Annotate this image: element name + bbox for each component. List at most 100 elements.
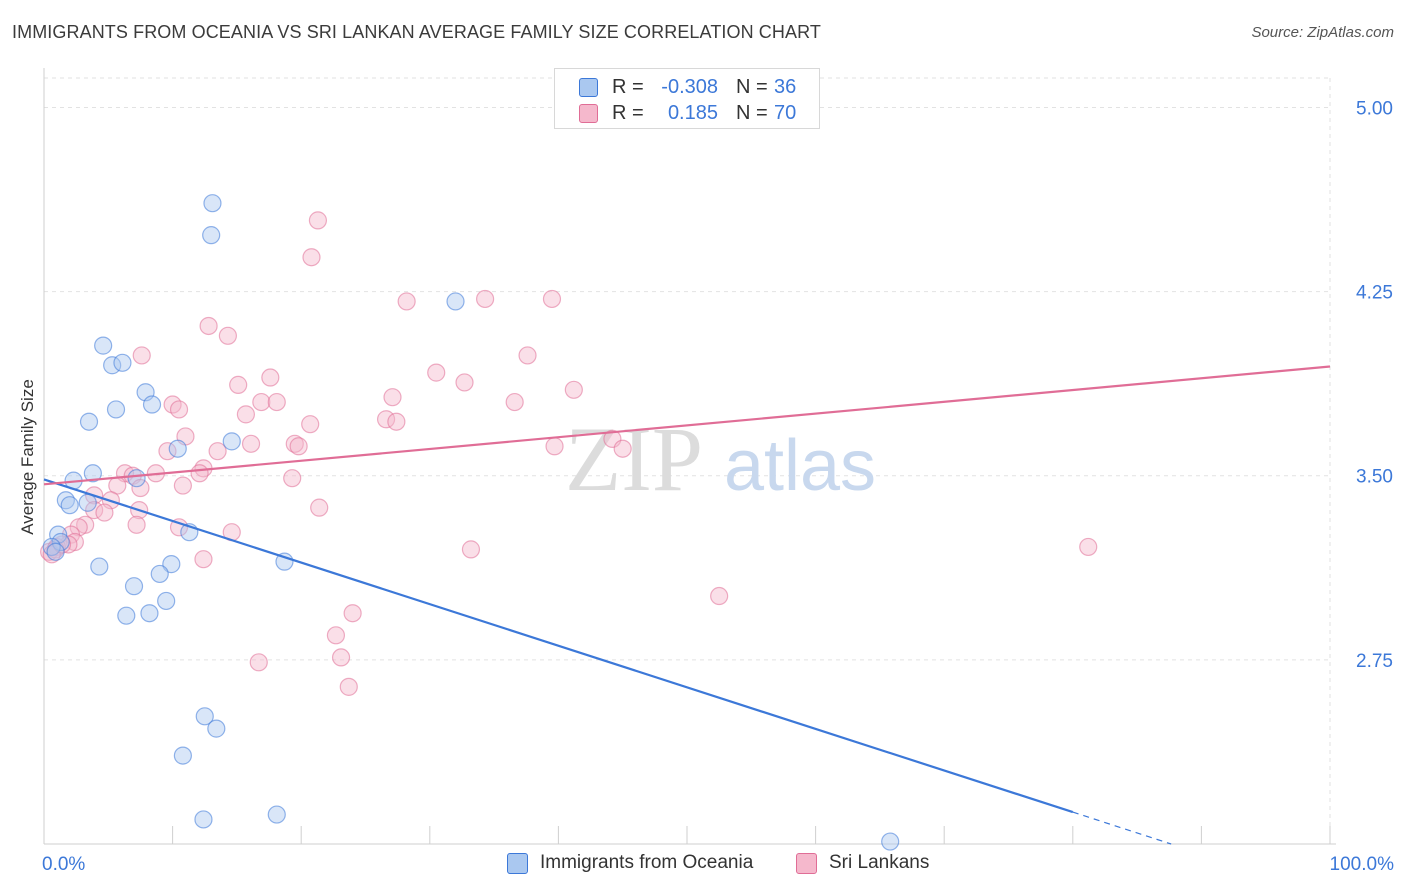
data-point <box>289 437 308 456</box>
legend-n-value: 36 <box>774 75 797 98</box>
data-point <box>710 586 729 606</box>
data-point <box>140 604 159 623</box>
trend-line-oceania <box>43 478 1074 814</box>
series-swatch-srilankans <box>796 852 817 874</box>
legend-row-srilankans: R = 0.185 N = 70 <box>579 100 796 126</box>
y-tick-label: 3.50 <box>1356 467 1393 488</box>
trend-layer <box>43 365 1331 845</box>
data-point <box>339 677 358 696</box>
data-point <box>446 292 465 311</box>
data-point <box>169 400 189 419</box>
data-point <box>117 606 136 625</box>
data-point <box>326 626 346 645</box>
data-point <box>207 719 226 738</box>
data-point <box>51 532 70 552</box>
legend-n-label: N = <box>736 101 768 124</box>
data-point <box>60 496 79 515</box>
data-point <box>505 392 524 412</box>
series-oceania <box>42 194 900 851</box>
data-point <box>194 550 213 569</box>
data-point <box>94 336 113 355</box>
data-point <box>267 805 286 824</box>
data-point <box>518 346 537 365</box>
data-point <box>881 832 900 851</box>
data-point <box>173 746 192 765</box>
data-point <box>190 464 209 483</box>
data-point <box>127 515 146 534</box>
data-point <box>308 211 328 230</box>
watermark-zip: ZIP <box>565 408 703 510</box>
data-point <box>283 469 302 488</box>
trend-line-srilankans <box>43 365 1331 486</box>
data-point <box>83 464 102 483</box>
y-axis-label: Average Family Size <box>18 379 37 535</box>
legend-row-oceania: R = -0.308 N = 36 <box>579 74 796 100</box>
legend-r-label: R = <box>612 101 644 124</box>
data-point <box>150 564 169 584</box>
legend-r-label: R = <box>612 75 644 98</box>
tick-labels: 2.75 3.50 4.25 5.00 0.0% 100.0% <box>42 98 1394 875</box>
series-label-oceania: Immigrants from Oceania <box>540 852 754 873</box>
chart-title: IMMIGRANTS FROM OCEANIA VS SRI LANKAN AV… <box>12 22 821 42</box>
series-label-srilankans: Sri Lankans <box>829 852 930 873</box>
data-point <box>173 476 192 495</box>
data-point <box>343 604 362 623</box>
chart-source: Source: ZipAtlas.com <box>1251 24 1394 41</box>
legend-r-value: 0.185 <box>667 101 718 124</box>
data-point <box>236 405 256 424</box>
data-point <box>397 292 416 311</box>
data-point <box>301 415 320 434</box>
data-point <box>199 316 218 336</box>
legend-swatch-oceania <box>579 77 598 97</box>
data-point <box>222 432 241 451</box>
data-point <box>169 518 189 537</box>
legend-swatch-srilankans <box>579 103 598 123</box>
data-point <box>194 810 213 829</box>
data-point <box>613 439 632 458</box>
data-point <box>427 363 446 382</box>
data-point <box>461 540 481 559</box>
data-point <box>131 478 150 498</box>
data-point <box>208 442 227 461</box>
series-legend-oceania: Immigrants from Oceania <box>507 852 753 874</box>
axes <box>43 68 1336 845</box>
data-point <box>202 226 221 245</box>
data-point <box>79 412 99 431</box>
stats-legend: R = -0.308 N = 36 R = 0.185 N = 70 <box>554 68 820 129</box>
y-tick-label: 4.25 <box>1356 283 1393 304</box>
data-point <box>132 346 151 365</box>
data-point <box>261 368 280 387</box>
data-point <box>542 289 562 309</box>
data-point <box>124 577 144 596</box>
data-point <box>302 248 321 267</box>
data-point <box>203 194 222 213</box>
data-point <box>46 542 65 561</box>
series-swatch-oceania <box>507 852 528 874</box>
data-point <box>195 707 214 726</box>
data-point <box>90 557 109 576</box>
data-point <box>267 392 286 412</box>
legend-n-label: N = <box>736 75 768 98</box>
data-point <box>113 353 132 372</box>
data-point <box>1079 537 1098 557</box>
watermark-atlas: atlas <box>724 426 876 506</box>
x-tick-label: 100.0% <box>1330 854 1395 875</box>
series-srilankans <box>40 211 1098 696</box>
data-point <box>331 648 351 667</box>
series-layer <box>40 194 1098 851</box>
data-point <box>229 375 248 394</box>
series-legend-srilankans: Sri Lankans <box>796 852 929 874</box>
data-point <box>168 439 187 458</box>
watermark: ZIP atlas <box>565 408 876 510</box>
data-point <box>383 388 402 407</box>
data-point <box>475 289 495 309</box>
data-point <box>310 498 329 517</box>
data-point <box>455 373 474 392</box>
legend-n-value: 70 <box>774 101 797 124</box>
data-point <box>545 437 564 456</box>
data-point <box>69 518 88 537</box>
x-tick-label: 0.0% <box>42 854 85 875</box>
data-point <box>127 469 146 488</box>
data-point <box>564 380 583 399</box>
